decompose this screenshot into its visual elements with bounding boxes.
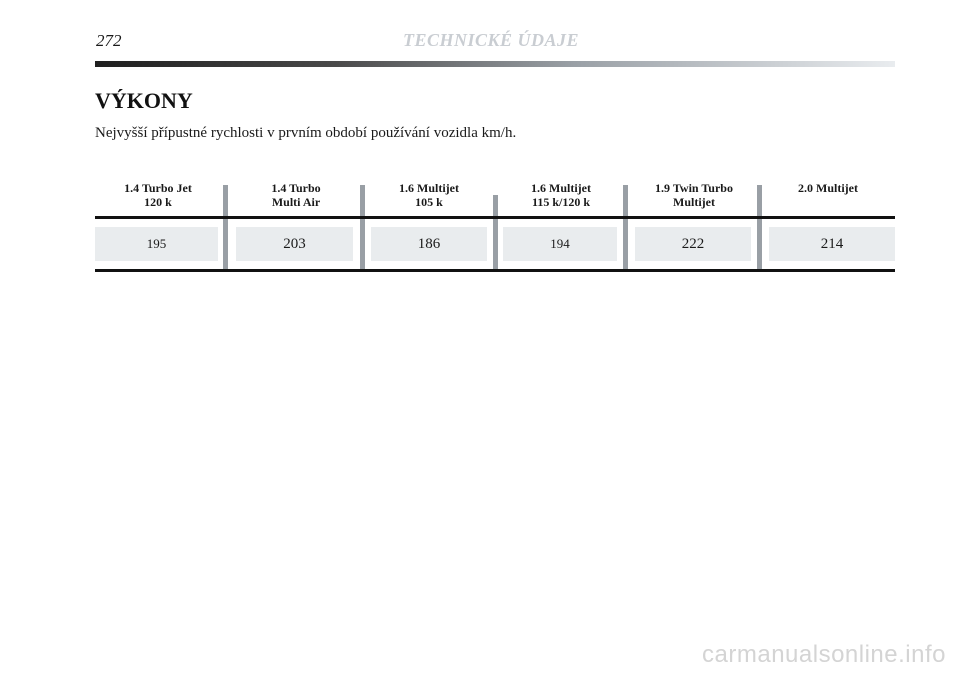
section-heading: VÝKONY — [95, 88, 193, 113]
column-header: 1.6 Multijet 105 k — [399, 181, 459, 209]
column-header: 1.9 Twin Turbo Multijet — [655, 181, 733, 209]
table-bottom-rule — [95, 269, 895, 272]
speed-value-cell: 203 — [236, 227, 353, 261]
page-number: 272 — [96, 31, 122, 50]
column-header: 1.6 Multijet 115 k/120 k — [531, 181, 591, 209]
max-speed-table: 1.4 Turbo Jet 120 k 1.4 Turbo Multi Air … — [95, 181, 895, 272]
header-bottom-rule — [95, 216, 895, 219]
speed-value-cell: 222 — [635, 227, 751, 261]
column-divider — [493, 195, 498, 270]
running-title: TECHNICKÉ ÚDAJE — [403, 30, 580, 50]
speed-value-cell: 214 — [769, 227, 895, 261]
speed-value-cell: 194 — [503, 227, 617, 261]
column-header: 1.4 Turbo Jet 120 k — [124, 181, 192, 209]
column-divider — [623, 185, 628, 270]
speed-value-cell: 186 — [371, 227, 487, 261]
column-divider — [223, 185, 228, 270]
column-divider — [360, 185, 365, 270]
intro-text: Nejvyšší přípustné rychlosti v prvním ob… — [95, 125, 517, 141]
header-gradient-rule — [95, 61, 895, 67]
column-divider — [757, 185, 762, 270]
column-header: 2.0 Multijet — [798, 181, 858, 195]
speed-value-cell: 195 — [95, 227, 218, 261]
column-header: 1.4 Turbo Multi Air — [271, 181, 321, 209]
watermark: carmanualsonline.info — [702, 641, 946, 668]
